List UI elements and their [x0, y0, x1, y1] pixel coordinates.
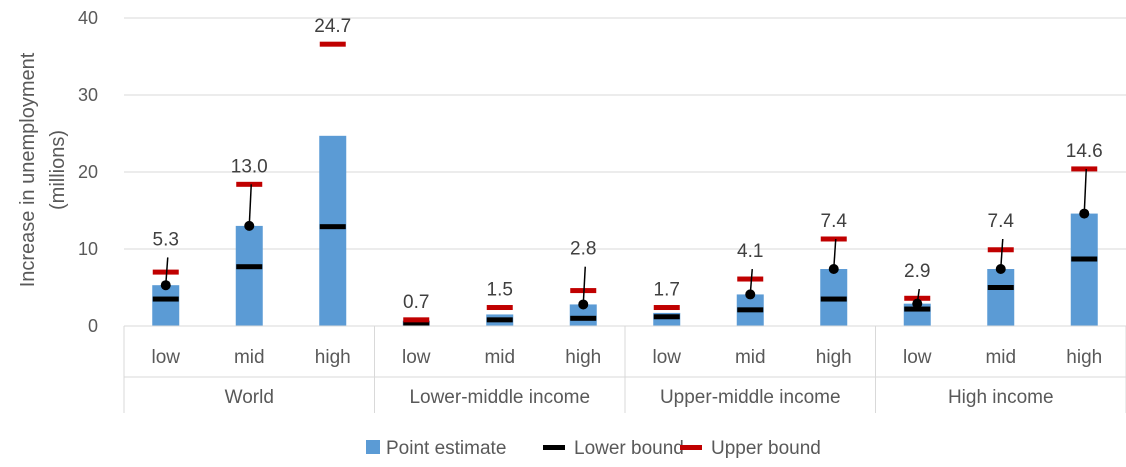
gridlines	[124, 17, 1126, 250]
lower-bound-marker	[653, 314, 680, 320]
lower-bound-marker	[987, 285, 1014, 290]
y-tick-label: 0	[88, 316, 98, 336]
bar-point-estimate	[987, 269, 1015, 326]
error-bar-point	[745, 289, 756, 300]
category-label: mid	[735, 347, 766, 368]
data-label: 14.6	[1066, 141, 1103, 162]
data-label: 2.9	[904, 261, 930, 282]
bar-point-estimate	[152, 285, 180, 326]
upper-bound-marker	[987, 247, 1014, 253]
bound-markers	[152, 41, 1098, 327]
error-bar-point	[160, 280, 171, 291]
y-tick-label: 30	[78, 85, 98, 105]
upper-bound-marker	[1071, 166, 1098, 172]
y-axis-ticks: 0 10 20 30 40	[78, 8, 98, 336]
category-label: low	[652, 347, 681, 368]
error-bar-line	[1000, 238, 1004, 270]
y-tick-label: 10	[78, 239, 98, 259]
category-label: mid	[985, 347, 1016, 368]
category-label: high	[1066, 347, 1102, 368]
legend-label: Upper bound	[711, 438, 821, 459]
error-bars	[160, 168, 1090, 310]
category-label: low	[402, 347, 431, 368]
data-label: 0.7	[403, 292, 429, 313]
data-label: 5.3	[153, 229, 179, 250]
lower-bound-marker	[403, 321, 430, 327]
group-label: Upper-middle income	[660, 387, 841, 408]
error-bar-line	[1083, 168, 1087, 214]
lower-bound-marker	[319, 224, 346, 230]
category-label: mid	[484, 347, 515, 368]
legend-label: Lower bound	[574, 438, 684, 459]
bar-point-estimate	[319, 135, 347, 326]
error-bar-point	[912, 298, 923, 309]
category-label: high	[565, 347, 601, 368]
category-label: high	[315, 347, 351, 368]
category-label: high	[816, 347, 852, 368]
category-label: low	[151, 347, 180, 368]
error-bar-point	[578, 299, 589, 310]
error-bar-point	[828, 264, 839, 275]
error-bar-point	[1079, 208, 1090, 219]
upper-bound-marker	[319, 41, 346, 47]
lower-bound-marker	[904, 306, 931, 312]
upper-bound-marker	[653, 305, 680, 311]
data-label: 24.7	[314, 16, 351, 37]
lower-bound-marker	[236, 264, 263, 270]
data-label: 13.0	[231, 156, 268, 177]
error-bar-line	[248, 184, 252, 226]
legend-swatch-upper-bound	[680, 445, 702, 450]
error-bar-line	[833, 238, 837, 270]
legend-swatch-lower-bound	[543, 445, 565, 450]
y-tick-label: 40	[78, 8, 98, 28]
group-label: High income	[948, 387, 1054, 408]
data-label: 1.5	[487, 280, 513, 301]
data-label: 1.7	[654, 280, 680, 301]
upper-bound-marker	[486, 305, 513, 311]
upper-bound-marker	[403, 317, 430, 323]
bars	[152, 135, 1098, 326]
error-bar-point	[244, 220, 255, 231]
category-label: mid	[234, 347, 265, 368]
upper-bound-marker	[737, 276, 764, 282]
legend-swatch-point-estimate	[366, 440, 380, 454]
data-label: 2.8	[570, 239, 596, 260]
group-label: Lower-middle income	[409, 387, 590, 408]
lower-bound-marker	[570, 315, 597, 321]
x-axis: World Lower-middle income Upper-middle inc…	[123, 325, 1126, 413]
data-label: 4.1	[737, 241, 763, 262]
y-axis-title-line-1: Increase in unemployment	[17, 52, 39, 287]
lower-bound-marker	[486, 317, 513, 323]
error-bar-point	[995, 264, 1006, 275]
lower-bound-marker	[737, 307, 764, 313]
upper-bound-marker	[152, 269, 179, 275]
upper-bound-marker	[820, 236, 847, 242]
group-label: World	[225, 387, 274, 408]
legend-label: Point estimate	[386, 438, 506, 459]
upper-bound-marker	[236, 181, 263, 187]
error-bar-line	[582, 266, 586, 305]
lower-bound-marker	[820, 296, 847, 302]
category-label: low	[903, 347, 932, 368]
lower-bound-marker	[1071, 256, 1098, 262]
lower-bound-marker	[152, 296, 179, 302]
data-label: 7.4	[988, 211, 1015, 232]
legend: Point estimate Lower bound Upper bound	[366, 438, 821, 459]
bar-point-estimate	[1070, 213, 1098, 326]
bar-point-estimate	[235, 225, 263, 326]
data-label: 7.4	[821, 211, 848, 232]
data-labels: 5.3 13.0 24.7 0.7 1.5 2.8 1.7 4.1 7.4 2.9 7.4 14.6	[153, 16, 1103, 313]
y-tick-label: 20	[78, 162, 98, 182]
y-axis-title: Increase in unemployment (millions)	[17, 52, 69, 287]
y-axis-title-line-2: (millions)	[47, 130, 69, 210]
